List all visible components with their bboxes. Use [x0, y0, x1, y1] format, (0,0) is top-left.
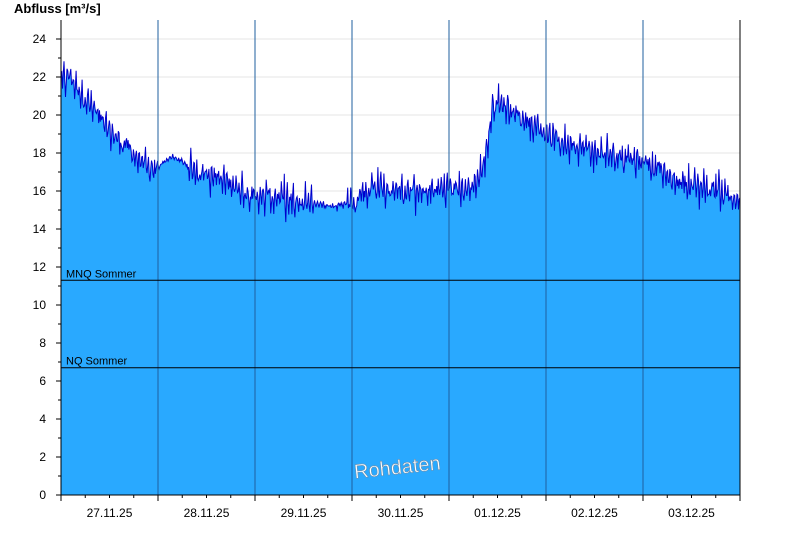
y-axis-label: Abfluss [m³/s] — [14, 1, 101, 16]
x-tick-label: 02.12.25 — [571, 506, 618, 520]
y-tick-label: 16 — [33, 184, 47, 198]
y-tick-label: 6 — [39, 374, 46, 388]
x-tick-label: 30.11.25 — [378, 506, 424, 520]
reference-line-label: MNQ Sommer — [66, 268, 137, 280]
y-tick-label: 10 — [33, 298, 47, 312]
y-tick-label: 0 — [39, 488, 46, 502]
y-tick-label: 12 — [33, 260, 47, 274]
y-tick-label: 8 — [39, 336, 46, 350]
series-area — [61, 61, 740, 496]
y-tick-label: 20 — [33, 108, 47, 122]
series-line — [60, 61, 741, 223]
x-tick-label: 29.11.25 — [281, 506, 327, 520]
y-tick-label: 18 — [33, 146, 47, 160]
x-tick-label: 03.12.25 — [668, 506, 715, 520]
y-tick-label: 2 — [39, 450, 46, 464]
y-tick-label: 22 — [33, 70, 47, 84]
x-tick-label: 27.11.25 — [87, 506, 133, 520]
reference-line-label: NQ Sommer — [66, 356, 127, 368]
x-tick-label: 01.12.25 — [474, 506, 521, 520]
y-tick-label: 14 — [33, 222, 47, 236]
x-tick-label: 28.11.25 — [184, 506, 230, 520]
y-tick-label: 24 — [33, 32, 47, 46]
y-tick-label: 4 — [39, 412, 46, 426]
